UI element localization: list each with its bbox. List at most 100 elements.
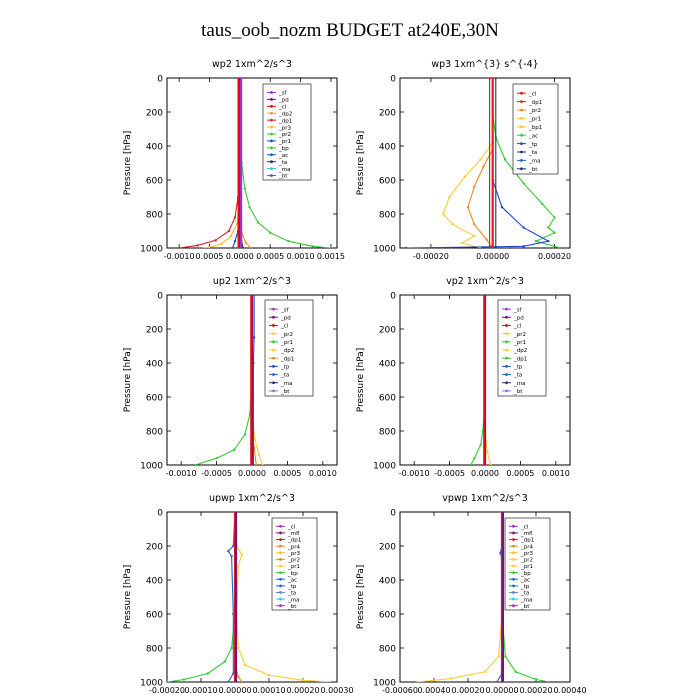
y-tick-label: 400 — [379, 577, 396, 587]
series-point — [500, 206, 504, 209]
series-point — [415, 680, 419, 682]
series-line-bp — [167, 512, 236, 682]
legend-entry: _ta — [520, 591, 529, 597]
legend-entry: _pr3 — [278, 125, 292, 131]
legend: _cl_mfl_dp1_pr4_pr3_pr2_pr1_bp_ac_tp_ta_… — [504, 517, 551, 611]
legend-entry: _dp2 — [513, 348, 527, 354]
plot-frame — [399, 511, 571, 683]
legend-marker — [505, 373, 508, 376]
legend-marker — [505, 364, 508, 368]
y-tick-label: 800 — [379, 428, 396, 438]
legend-entry: _bt — [278, 174, 288, 180]
legend-entry: _pr2 — [280, 332, 293, 338]
y-tick-label: 200 — [146, 109, 163, 119]
legend-entry: _ta — [513, 373, 522, 379]
series-point — [252, 336, 256, 339]
legend-marker — [505, 307, 508, 311]
series-point — [182, 678, 186, 681]
y-tick-label: 600 — [379, 611, 396, 621]
series-point — [234, 512, 238, 514]
x-tick-label: 0.00020 — [451, 686, 484, 695]
legend-marker — [279, 584, 282, 588]
series-point — [202, 246, 205, 248]
series-point — [167, 680, 169, 682]
legend-marker — [272, 340, 275, 344]
legend-marker — [272, 332, 275, 336]
legend-marker — [270, 104, 273, 108]
series-point — [230, 555, 233, 558]
legend: _sf _pd _cl _pr2 _pr1 _dp2 _dp1 _tp _ta _ma _bt — [264, 299, 314, 397]
legend-entry: _sf — [513, 307, 523, 313]
series-point — [227, 549, 230, 553]
legend-marker — [272, 381, 275, 385]
series-point — [504, 655, 507, 658]
panel-title: wp3 1xm^{3} s^{-4} — [431, 59, 538, 70]
legend-marker — [512, 551, 515, 555]
legend-entry: _dp2 — [280, 348, 294, 354]
series-point — [442, 212, 445, 216]
legend: _sf _pd _cl _pr2 _pr1 _dp2 _dp1 _tp _ta _ma _bt — [497, 299, 547, 397]
legend-marker — [512, 564, 515, 568]
y-tick-label: 0 — [390, 509, 396, 519]
series-line-dp1 — [179, 78, 241, 248]
series-point — [241, 246, 245, 248]
legend-marker — [270, 160, 273, 164]
legend-marker — [272, 356, 275, 360]
legend-entry: _mfl — [520, 531, 533, 537]
legend-entry: _bt — [528, 167, 538, 173]
x-tick-label: 0.00000 — [218, 686, 251, 695]
legend-marker — [272, 307, 275, 311]
legend-entry: _pr1 — [520, 564, 533, 570]
series-point — [267, 674, 271, 677]
legend-marker — [505, 315, 508, 319]
legend-entry: _dp1 — [287, 538, 301, 544]
y-tick-label: 800 — [379, 645, 396, 655]
legend-entry: _pr4 — [287, 544, 301, 550]
panel-title: wp2 1xm^2/s^3 — [212, 59, 292, 70]
legend-entry: _pr1 — [280, 340, 293, 346]
legend-marker — [279, 524, 282, 528]
legend-entry: _ac — [520, 577, 530, 583]
legend-entry: _pr2 — [513, 332, 526, 338]
series-point — [494, 246, 498, 248]
series-point — [237, 246, 240, 248]
legend-marker — [512, 604, 515, 608]
series-point — [448, 195, 451, 199]
series-point — [208, 245, 211, 248]
legend-entry: _pr2 — [528, 108, 541, 114]
x-tick-label: 0.00000 — [485, 686, 518, 695]
series-point — [301, 679, 305, 682]
legend-marker — [520, 142, 523, 146]
legend-marker — [279, 531, 282, 535]
panel-3: up2 1xm^2/s^3 Pressure [hPa] 0 200 400 600 800… — [123, 276, 338, 478]
legend-entry: _bp — [520, 571, 531, 577]
legend-marker — [505, 340, 508, 344]
series-point — [534, 678, 538, 681]
series-group — [415, 512, 551, 682]
legend-entry: _pr2 — [287, 558, 300, 564]
x-tick-label: 0.0005 — [506, 469, 534, 478]
legend-entry: _pr3 — [520, 551, 534, 557]
x-tick-label: 0.0015 — [317, 252, 345, 261]
series-line-tp — [406, 179, 550, 248]
x-tick-label: 0.0010 — [309, 469, 337, 478]
legend-marker — [279, 551, 282, 555]
series-point — [256, 221, 260, 224]
legend-marker — [520, 108, 523, 112]
series-point — [237, 565, 240, 568]
legend-entry: _bt — [287, 604, 297, 610]
series-line-pr1 — [470, 295, 486, 465]
x-tick-label: 0.0010 — [287, 252, 315, 261]
y-tick-label: 600 — [146, 177, 163, 187]
legend-marker — [279, 557, 282, 561]
series-point — [233, 240, 237, 243]
x-tick-label: -0.00060 — [382, 686, 418, 695]
series-point — [214, 239, 217, 242]
legend-marker — [272, 315, 275, 319]
x-tick-label: -0.00020 — [149, 686, 185, 695]
series-point — [255, 463, 258, 465]
legend-entry: _dp1 — [280, 356, 294, 362]
panel-1: wp2 1xm^2/s^3 Pressure [hPa] 0 200 400 600 800… — [123, 59, 345, 261]
y-tick-label: 200 — [379, 326, 396, 336]
legend-marker — [270, 132, 273, 136]
